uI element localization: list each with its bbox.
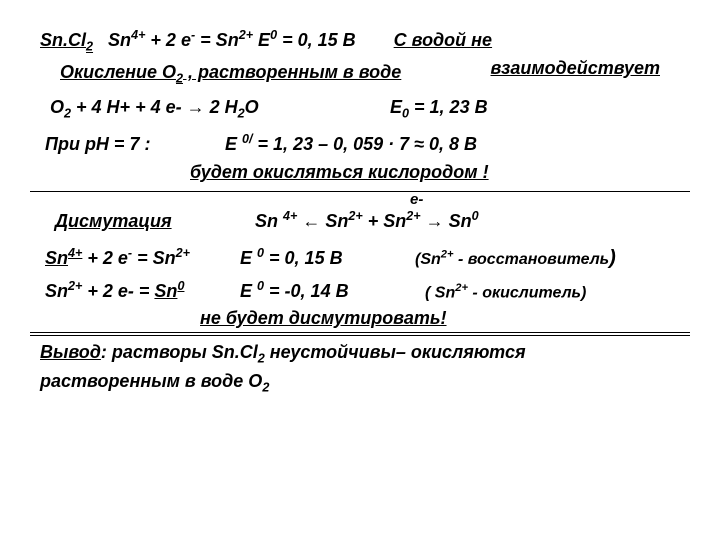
divider-1	[30, 191, 690, 192]
line-1: Sn.Cl2 Sn4+ + 2 e- = Sn2+ E0 = 0, 15 В С…	[30, 27, 690, 56]
divider-2b	[30, 335, 690, 336]
eq-part: Sn	[108, 30, 131, 50]
electron-label: е-	[410, 190, 423, 210]
line-5: будет окисляться кислородом !	[190, 160, 690, 184]
eq-row-1: Sn4+ + 2 e- = Sn2+ Е 0 = 0, 15 В (Sn2+ -…	[45, 245, 690, 272]
eq-row-2: Sn2+ + 2 e- = Sn0 Е 0 = -0, 14 В ( Sn2+ …	[45, 278, 690, 304]
dismutation-row: Дисмутация е- Sn 4+ ← Sn2+ + Sn2+ → Sn0	[30, 198, 690, 233]
conclusion-2: растворенным в воде О2	[40, 369, 690, 397]
divider-2a	[30, 332, 690, 333]
conclusion: Вывод: растворы Sn.Cl2 неустойчивы– окис…	[40, 340, 690, 368]
compound-sub: 2	[86, 40, 93, 54]
line-3: O2 + 4 H+ + 4 e- → 2 H2O Е0 = 1, 23 В	[50, 95, 690, 123]
dismutation-title: Дисмутация	[55, 211, 172, 231]
no-dism: не будет дисмутировать!	[200, 306, 690, 330]
compound: Sn.Cl	[40, 30, 86, 50]
line-4: При рН = 7 : Е 0/ = 1, 23 – 0, 059 · 7 ≈…	[45, 131, 690, 156]
no-water: С водой не	[394, 28, 492, 52]
